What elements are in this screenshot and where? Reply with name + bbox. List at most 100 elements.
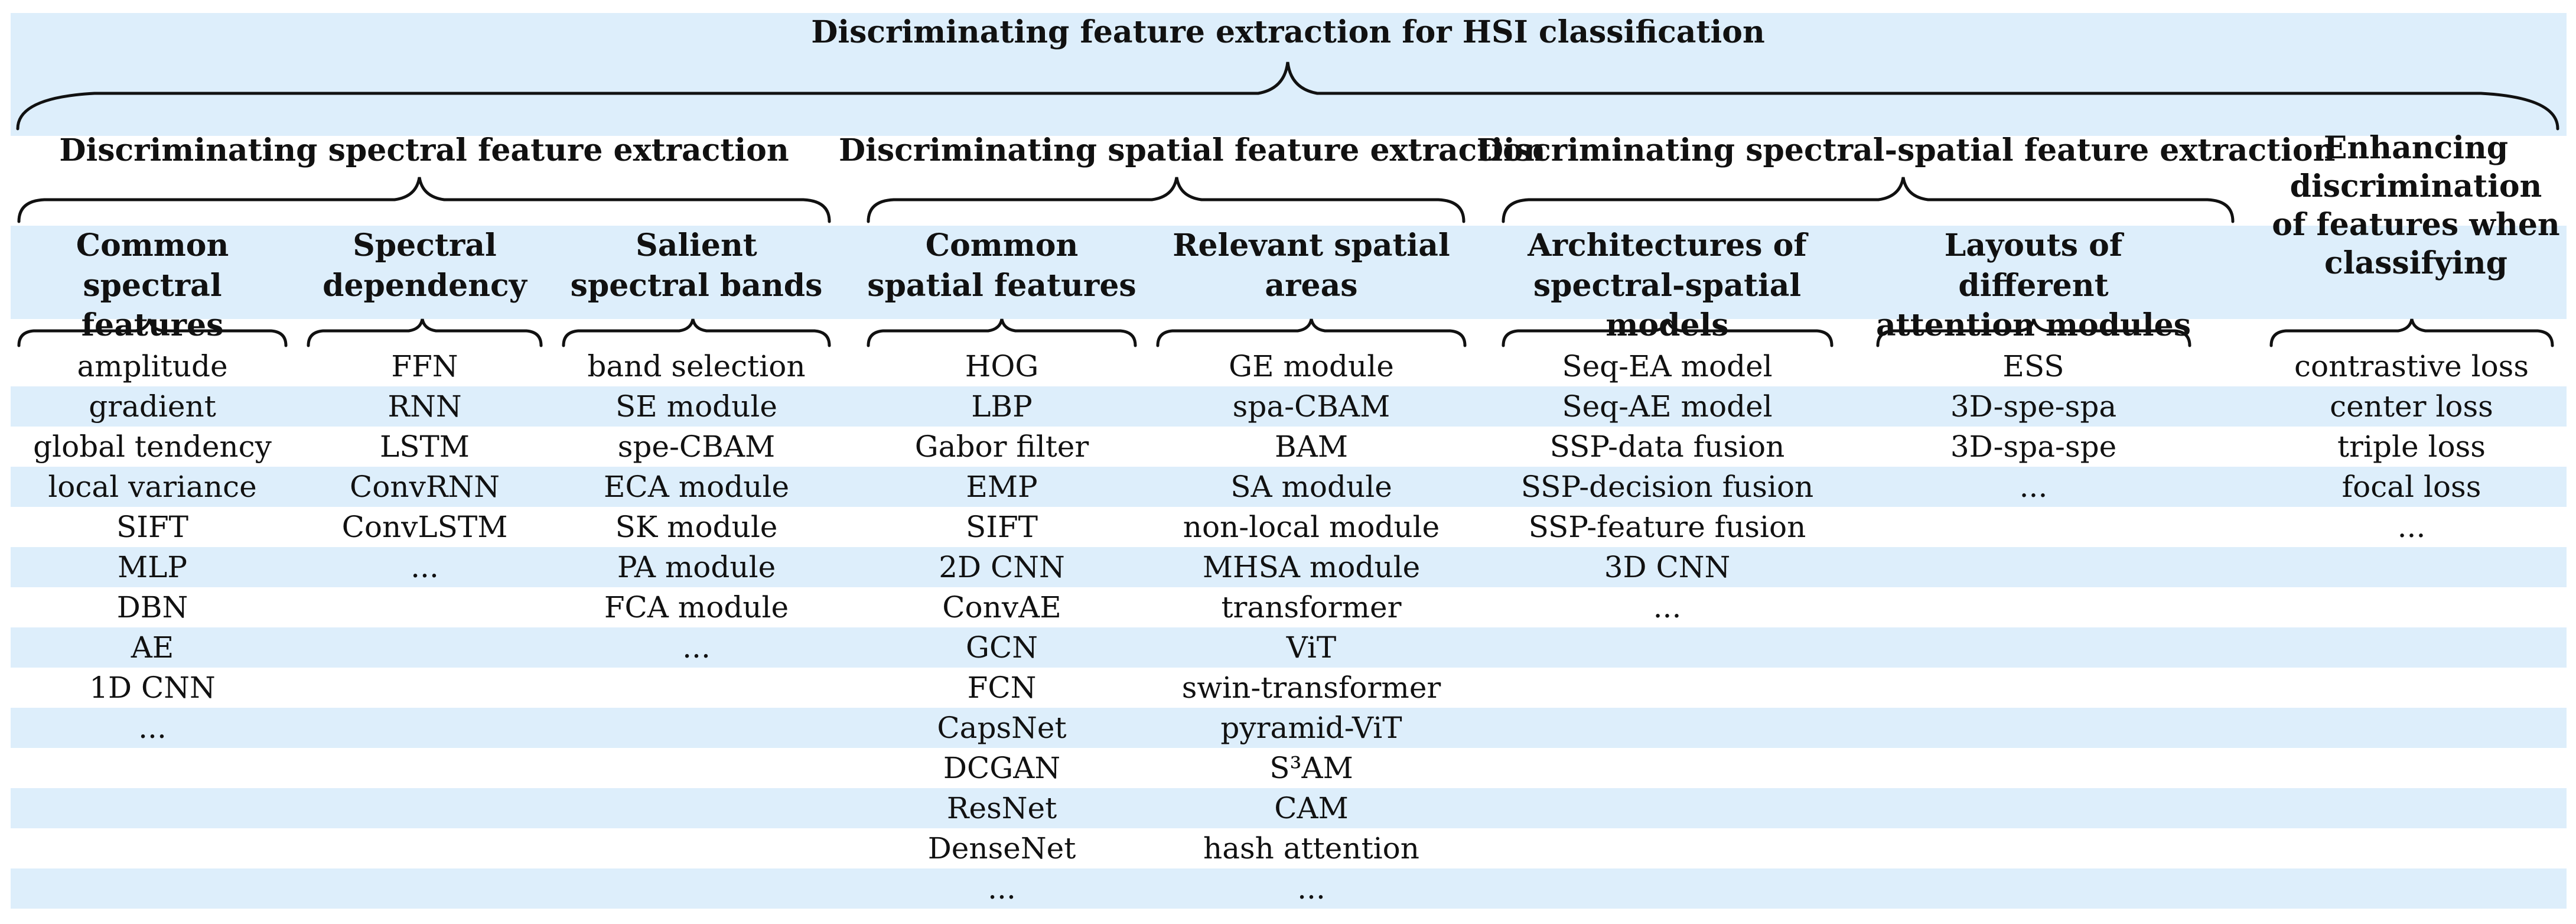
list-item: ... bbox=[682, 630, 711, 665]
list-item: transformer bbox=[1221, 590, 1402, 624]
column-attention-layouts: ESS 3D-spe-spa 3D-spa-spe ... bbox=[1875, 346, 2191, 507]
column-brace-4 bbox=[867, 318, 1137, 347]
list-item: ... bbox=[988, 871, 1016, 906]
list-item: ... bbox=[138, 711, 167, 745]
row-stripe bbox=[11, 868, 2567, 909]
list-item: amplitude bbox=[77, 349, 228, 383]
list-item: FCN bbox=[967, 671, 1037, 705]
list-item: ResNet bbox=[946, 791, 1057, 825]
list-item: ... bbox=[411, 550, 439, 584]
section-spectral: Discriminating spectral feature extracti… bbox=[59, 132, 789, 168]
list-item: local variance bbox=[48, 470, 257, 504]
list-item: SIFT bbox=[116, 510, 189, 544]
list-item: triple loss bbox=[2337, 430, 2486, 464]
column-common-spectral: amplitude gradient global tendency local… bbox=[18, 346, 287, 748]
list-item: MLP bbox=[117, 550, 188, 584]
list-item: 3D CNN bbox=[1604, 550, 1731, 584]
row-stripe bbox=[11, 467, 2567, 507]
list-item: CapsNet bbox=[937, 711, 1067, 745]
column-enhancing: contrastive loss center loss triple loss… bbox=[2268, 346, 2555, 547]
list-item: swin-transformer bbox=[1181, 671, 1441, 705]
list-item: ... bbox=[2019, 470, 2048, 504]
list-item: 3D-spe-spa bbox=[1950, 389, 2117, 424]
list-item: hash attention bbox=[1203, 831, 1419, 866]
list-item: SA module bbox=[1230, 470, 1392, 504]
list-item: focal loss bbox=[2341, 470, 2481, 504]
column-brace-1 bbox=[17, 318, 288, 347]
row-stripe bbox=[11, 788, 2567, 828]
list-item: SIFT bbox=[965, 510, 1038, 544]
list-item: gradient bbox=[89, 389, 216, 424]
section-spectral-spatial: Discriminating spectral-spatial feature … bbox=[1477, 132, 2336, 168]
list-item: non-local module bbox=[1183, 510, 1440, 544]
list-item: ViT bbox=[1286, 630, 1337, 665]
list-item: 2D CNN bbox=[939, 550, 1065, 584]
list-item: Gabor filter bbox=[914, 430, 1089, 464]
column-spectral-dependency: FFN RNN LSTM ConvRNN ConvLSTM ... bbox=[307, 346, 542, 587]
section-spatial: Discriminating spatial feature extractio… bbox=[839, 132, 1546, 168]
column-relevant-areas: GE module spa-CBAM BAM SA module non-loc… bbox=[1157, 346, 1466, 909]
list-item: ... bbox=[1653, 590, 1682, 624]
column-salient-bands: band selection SE module spe-CBAM ECA mo… bbox=[562, 346, 831, 668]
list-item: DCGAN bbox=[943, 751, 1061, 785]
list-item: center loss bbox=[2330, 389, 2493, 424]
list-item: ConvLSTM bbox=[341, 510, 508, 544]
diagram-title: Discriminating feature extraction for HS… bbox=[811, 14, 1765, 50]
section-brace-spatial bbox=[867, 177, 1466, 223]
list-item: BAM bbox=[1274, 430, 1349, 464]
column-brace-5 bbox=[1156, 318, 1467, 347]
list-item: DBN bbox=[116, 590, 188, 624]
list-item: MHSA module bbox=[1202, 550, 1421, 584]
column-brace-6 bbox=[1502, 318, 1834, 347]
list-item: ConvAE bbox=[942, 590, 1061, 624]
column-header-common-spatial: Common spatial features bbox=[867, 227, 1136, 304]
list-item: SSP-data fusion bbox=[1549, 430, 1785, 464]
list-item: pyramid-ViT bbox=[1220, 711, 1402, 745]
list-item: SSP-feature fusion bbox=[1528, 510, 1806, 544]
column-header-architectures: Architectures of spectral-spatial models bbox=[1528, 227, 1807, 344]
list-item: ... bbox=[1297, 871, 1326, 906]
list-item: spa-CBAM bbox=[1232, 389, 1390, 424]
list-item: global tendency bbox=[33, 430, 272, 464]
header-band bbox=[11, 226, 2567, 319]
column-common-spatial: HOG LBP Gabor filter EMP SIFT 2D CNN Con… bbox=[867, 346, 1136, 909]
list-item: DenseNet bbox=[927, 831, 1076, 866]
list-item: contrastive loss bbox=[2294, 349, 2529, 383]
list-item: spe-CBAM bbox=[617, 430, 776, 464]
section-brace-spectral-spatial bbox=[1502, 177, 2235, 223]
list-item: EMP bbox=[966, 470, 1038, 504]
list-item: Seq-EA model bbox=[1562, 349, 1773, 383]
column-header-attention-layouts: Layouts of different attention modules bbox=[1876, 227, 2191, 344]
column-brace-7 bbox=[1876, 318, 2191, 347]
list-item: GE module bbox=[1229, 349, 1394, 383]
list-item: HOG bbox=[965, 349, 1039, 383]
row-stripe bbox=[11, 627, 2567, 668]
list-item: FCA module bbox=[604, 590, 789, 624]
list-item: band selection bbox=[587, 349, 806, 383]
list-item: ECA module bbox=[603, 470, 790, 504]
column-header-common-spectral: Common spectral features bbox=[76, 227, 229, 344]
row-stripe bbox=[11, 708, 2567, 748]
list-item: ConvRNN bbox=[350, 470, 500, 504]
column-brace-3 bbox=[562, 318, 831, 347]
title-band bbox=[11, 13, 2567, 136]
column-header-salient-bands: Salient spectral bands bbox=[570, 227, 823, 304]
list-item: AE bbox=[131, 630, 174, 665]
column-header-spectral-dependency: Spectral dependency bbox=[323, 227, 527, 304]
list-item: ESS bbox=[2002, 349, 2064, 383]
column-brace-8 bbox=[2269, 318, 2554, 347]
section-enhancing: Enhancing discrimination of features whe… bbox=[2272, 130, 2560, 281]
row-stripe bbox=[11, 386, 2567, 427]
list-item: 1D CNN bbox=[89, 671, 216, 705]
list-item: SK module bbox=[615, 510, 778, 544]
list-item: SSP-decision fusion bbox=[1520, 470, 1814, 504]
list-item: RNN bbox=[387, 389, 462, 424]
list-item: PA module bbox=[617, 550, 776, 584]
list-item: ... bbox=[2397, 510, 2426, 544]
list-item: SE module bbox=[615, 389, 777, 424]
list-item: FFN bbox=[391, 349, 458, 383]
list-item: GCN bbox=[966, 630, 1038, 665]
section-brace-spectral bbox=[17, 177, 831, 223]
list-item: 3D-spa-spe bbox=[1950, 430, 2117, 464]
